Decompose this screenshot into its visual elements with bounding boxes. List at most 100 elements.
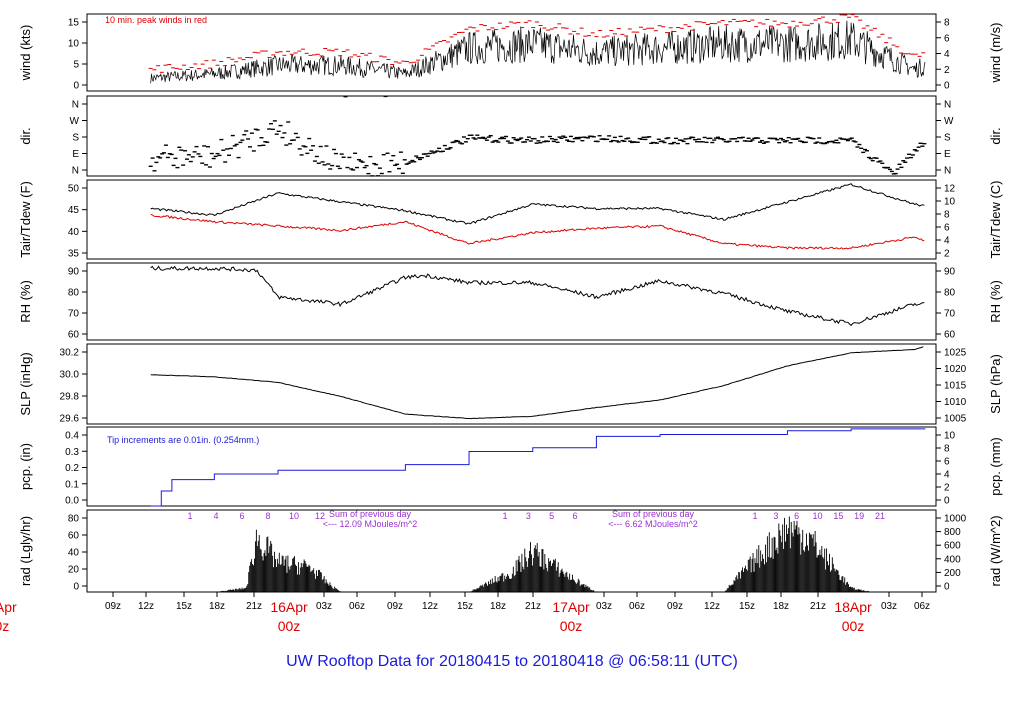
- rh-left-tick-label: 80: [68, 288, 80, 299]
- x-tick-label: 03z: [881, 601, 897, 612]
- pcp-ylabel-left: pcp. (in): [18, 443, 33, 490]
- wind-right-tick-label: 6: [944, 33, 950, 44]
- slp-left-tick-label: 30.0: [60, 370, 80, 381]
- rad-hour-mark: 6: [572, 511, 577, 521]
- rad-hour-mark: 4: [213, 511, 218, 521]
- rad-hour-mark: 12: [315, 511, 325, 521]
- pcp-right-tick-label: 0: [944, 496, 950, 507]
- x-tick-label: 03z: [316, 601, 332, 612]
- panel-slp: 29.6 29.8 30.0 30.2 1005 1010 1015 1020 1025 SLP …: [18, 343, 1003, 425]
- date-label-time: 00z: [0, 618, 9, 634]
- slp-ylabel-right: SLP (hPa): [988, 354, 1003, 414]
- pcp-left-tick-label: 0.4: [65, 431, 79, 442]
- temp-frame: [86, 179, 937, 260]
- x-tick-label: 09z: [105, 601, 121, 612]
- rad-hour-mark: 5: [549, 511, 554, 521]
- wind-right-tick-label: 0: [944, 81, 950, 92]
- rh-frame: [86, 262, 937, 341]
- slp-right-tick-label: 1015: [944, 381, 967, 392]
- x-tick-label: 06z: [629, 601, 645, 612]
- slp-left-tick-label: 30.2: [60, 348, 80, 359]
- wind-ylabel-left: wind (kts): [18, 25, 33, 82]
- x-tick-label: 03z: [596, 601, 612, 612]
- rh-right-tick-label: 70: [944, 309, 956, 320]
- dir-right-tick-label: W: [944, 116, 954, 127]
- slp-right-tick-label: 1005: [944, 414, 967, 425]
- rad-hour-mark: 6: [794, 511, 799, 521]
- temp-left-tick-label: 35: [68, 249, 80, 260]
- air-temp-line: [150, 183, 925, 225]
- rad-right-tick-label: 600: [944, 541, 961, 552]
- dir-ylabel-left: dir.: [18, 127, 33, 144]
- rad-daily-note-line2: <--- 6.62 MJoules/m^2: [608, 519, 698, 529]
- pcp-right-tick-label: 6: [944, 457, 950, 468]
- rad-hour-mark: 3: [773, 511, 778, 521]
- temp-right-tick-label: 10: [944, 197, 956, 208]
- dir-right-tick-label: E: [944, 149, 951, 160]
- wind-left-tick-label: 15: [68, 18, 80, 29]
- temp-right-tick-label: 12: [944, 184, 956, 195]
- x-tick-label: 18z: [490, 601, 506, 612]
- temp-left-tick-label: 50: [68, 184, 80, 195]
- rad-hour-mark: 1: [187, 511, 192, 521]
- wind-speed-line: [150, 20, 926, 84]
- pcp-right-tick-label: 2: [944, 483, 950, 494]
- date-label-time: 00z: [842, 618, 865, 634]
- dir-frame: [86, 95, 937, 177]
- pcp-left-tick-label: 0.2: [65, 463, 79, 474]
- date-label: 15Apr: [0, 599, 17, 615]
- panel-rh: 60 70 80 90 60 70 80 90 RH (%) RH (%): [18, 262, 1003, 341]
- date-label: 16Apr: [270, 599, 308, 615]
- rad-hour-mark: 21: [875, 511, 885, 521]
- slp-right-tick-label: 1010: [944, 397, 967, 408]
- x-tick-label: 09z: [667, 601, 683, 612]
- wind-right-tick-label: 2: [944, 65, 950, 76]
- rad-hour-mark: 1: [752, 511, 757, 521]
- slp-ylabel-left: SLP (inHg): [18, 352, 33, 415]
- x-tick-label: 21z: [246, 601, 262, 612]
- panel-wind: 0 5 10 15 0 2 4 6 8 wind (kts) wind (m/s) 10 min. p…: [18, 13, 1003, 92]
- dir-right-tick-label: N: [944, 100, 951, 111]
- rad-daily-note-line1: Sum of previous day: [612, 509, 695, 519]
- dewpoint-line: [150, 213, 925, 250]
- rad-hour-mark: 3: [526, 511, 531, 521]
- pcp-right-tick-label: 8: [944, 444, 950, 455]
- pcp-right-tick-label: 4: [944, 470, 950, 481]
- rh-ylabel-right: RH (%): [988, 280, 1003, 323]
- rh-left-tick-label: 90: [68, 267, 80, 278]
- x-tick-label: 15z: [176, 601, 192, 612]
- dir-left-tick-label: S: [72, 133, 79, 144]
- x-axis: 09z 12z 15z 18z 21z 03z 06z 09z 12z 15z 18z 21z 03z 0…: [0, 592, 930, 634]
- dir-right-tick-label: N: [944, 166, 951, 177]
- rad-hour-mark: 15: [833, 511, 843, 521]
- rad-hour-mark: 1: [502, 511, 507, 521]
- temp-right-tick-label: 4: [944, 236, 950, 247]
- chart-title: UW Rooftop Data for 20180415 to 20180418…: [286, 653, 738, 670]
- rh-right-tick-label: 80: [944, 288, 956, 299]
- x-tick-label: 18z: [773, 601, 789, 612]
- dir-right-tick-label: S: [944, 133, 951, 144]
- x-tick-label: 18z: [209, 601, 225, 612]
- dir-ylabel-right: dir.: [988, 127, 1003, 144]
- date-label-time: 00z: [278, 618, 301, 634]
- x-tick-label: 12z: [704, 601, 720, 612]
- rad-left-tick-label: 20: [68, 565, 80, 576]
- pcp-right-tick-label: 10: [944, 431, 956, 442]
- rh-left-tick-label: 60: [68, 330, 80, 341]
- x-tick-label: 15z: [739, 601, 755, 612]
- rad-right-tick-label: 0: [944, 582, 950, 593]
- rad-left-tick-label: 60: [68, 531, 80, 542]
- wind-right-tick-label: 8: [944, 18, 950, 29]
- slp-left-tick-label: 29.8: [60, 392, 80, 403]
- slp-right-tick-label: 1020: [944, 364, 967, 375]
- x-tick-label: 12z: [138, 601, 154, 612]
- pcp-ylabel-right: pcp. (mm): [988, 437, 1003, 496]
- x-tick-label: 09z: [387, 601, 403, 612]
- x-tick-label: 15z: [457, 601, 473, 612]
- rh-left-tick-label: 70: [68, 309, 80, 320]
- rh-right-tick-label: 60: [944, 330, 956, 341]
- rad-left-tick-label: 80: [68, 514, 80, 525]
